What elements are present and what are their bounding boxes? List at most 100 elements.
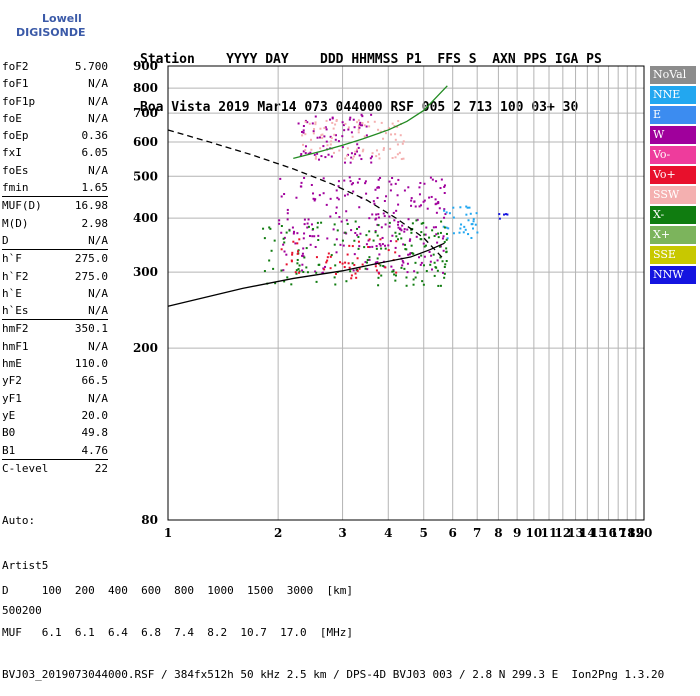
data-point xyxy=(443,216,446,219)
data-point xyxy=(327,153,330,156)
data-point xyxy=(316,136,319,139)
data-point xyxy=(437,236,440,239)
y-tick-label: 900 xyxy=(133,59,158,73)
legend-item: SSW xyxy=(650,186,696,204)
data-point xyxy=(388,221,391,224)
data-point xyxy=(444,263,447,266)
data-point xyxy=(388,215,391,218)
param-row: M(D) 2.98 xyxy=(2,215,108,232)
data-point xyxy=(318,136,321,139)
data-point xyxy=(382,212,385,215)
data-point xyxy=(397,221,400,224)
data-point xyxy=(423,182,426,185)
data-point xyxy=(401,224,404,227)
data-point xyxy=(374,231,377,234)
ionogram-plot: 1 2 3 4 5 6 7 8 9 1011121314151617181920802003004… xyxy=(133,59,653,540)
data-point xyxy=(304,120,307,123)
data-point xyxy=(383,215,386,218)
data-point xyxy=(357,247,360,250)
param-row: foF2 5.700 xyxy=(2,58,108,75)
param-row: fmin 1.65 xyxy=(2,179,108,196)
data-point xyxy=(282,243,285,246)
data-point xyxy=(298,264,301,267)
data-point xyxy=(394,138,397,141)
data-point xyxy=(302,255,305,258)
data-point xyxy=(344,231,347,234)
data-point xyxy=(385,195,388,198)
data-point xyxy=(341,121,344,124)
data-point xyxy=(402,243,405,246)
footer-file-info: BVJ03_2019073044000.RSF / 384fx512h 50 k… xyxy=(2,668,665,681)
data-point xyxy=(320,221,323,224)
param-value: N/A xyxy=(88,286,108,300)
data-point xyxy=(341,135,344,138)
data-point xyxy=(374,265,377,268)
data-point xyxy=(350,183,353,186)
data-point xyxy=(300,153,303,156)
digisonde-logo: Lowell DIGISONDE xyxy=(4,6,85,46)
data-point xyxy=(435,180,438,183)
data-point xyxy=(330,137,333,140)
data-point xyxy=(361,124,364,127)
data-point xyxy=(442,235,445,238)
data-point xyxy=(442,225,445,228)
data-point xyxy=(400,237,403,240)
data-point xyxy=(467,219,470,222)
data-point xyxy=(311,235,314,238)
data-point xyxy=(388,225,391,228)
param-name: B1 xyxy=(2,443,16,457)
data-point xyxy=(371,213,374,216)
data-point xyxy=(422,283,425,286)
data-point xyxy=(303,232,306,235)
data-point xyxy=(389,147,392,150)
data-point xyxy=(332,151,335,154)
param-row: foF1 N/A xyxy=(2,75,108,92)
data-point xyxy=(354,272,357,275)
data-point xyxy=(368,238,371,241)
data-point xyxy=(304,145,307,148)
data-point xyxy=(350,229,353,232)
data-point xyxy=(416,218,419,221)
data-point xyxy=(376,234,379,237)
data-point xyxy=(391,270,394,273)
data-point xyxy=(296,252,299,255)
data-point xyxy=(303,218,306,221)
data-point xyxy=(460,223,463,226)
data-point xyxy=(474,223,477,226)
data-point xyxy=(357,240,360,243)
profile-trace xyxy=(293,85,448,160)
data-point xyxy=(439,284,442,287)
data-point xyxy=(372,200,375,203)
data-point xyxy=(375,213,378,216)
data-point xyxy=(377,276,380,279)
data-point xyxy=(378,157,381,160)
data-point xyxy=(321,137,324,140)
data-point xyxy=(310,223,313,226)
data-point xyxy=(367,245,370,248)
param-name: D xyxy=(2,233,9,247)
data-point xyxy=(309,151,312,154)
param-value: N/A xyxy=(88,339,108,353)
param-name: M(D) xyxy=(2,216,29,230)
data-point xyxy=(335,212,338,215)
data-point xyxy=(292,232,295,235)
data-point xyxy=(291,251,294,254)
data-point xyxy=(269,227,272,230)
data-point xyxy=(364,267,367,270)
data-point xyxy=(352,190,355,193)
data-point xyxy=(369,157,372,160)
param-value: 66.5 xyxy=(81,374,109,388)
data-point xyxy=(431,178,434,181)
data-point xyxy=(464,228,467,231)
data-point xyxy=(400,158,403,161)
data-point xyxy=(358,267,361,270)
data-point xyxy=(372,239,375,242)
data-series xyxy=(278,113,447,274)
data-point xyxy=(339,243,342,246)
data-point xyxy=(366,258,369,261)
x-tick-label: 20 xyxy=(636,526,653,540)
data-point xyxy=(301,254,304,257)
data-point xyxy=(381,236,384,239)
data-point xyxy=(363,135,366,138)
data-point xyxy=(462,231,465,234)
